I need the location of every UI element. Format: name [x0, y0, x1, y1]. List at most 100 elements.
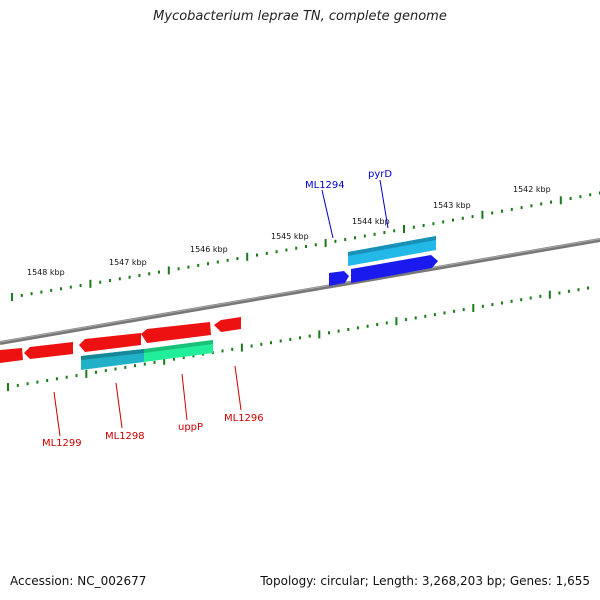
page-title: Mycobacterium leprae TN, complete genome — [153, 9, 447, 24]
ruler-minor-tick — [354, 236, 356, 240]
ruler-minor-tick — [109, 279, 111, 282]
ruler-minor-tick — [432, 222, 435, 226]
genome-info-text: Topology: circular; Length: 3,268,203 bp… — [260, 574, 590, 588]
ruler-minor-tick — [95, 370, 97, 374]
ruler-minor-tick — [260, 342, 263, 346]
gene-ml1294-arrow[interactable] — [329, 271, 349, 286]
ruler-minor-tick — [520, 206, 523, 210]
ruler-minor-tick — [314, 243, 317, 247]
ruler-major-tick — [403, 225, 405, 233]
ruler-minor-tick — [124, 365, 127, 369]
ruler-minor-tick — [501, 301, 503, 305]
ruler-minor-tick — [79, 284, 82, 287]
ruler-minor-tick — [550, 200, 552, 204]
gene-label-pyrd[interactable]: pyrD — [368, 169, 392, 180]
upper-ruler — [11, 191, 600, 301]
ruler-major-tick — [324, 239, 327, 247]
ruler-minor-tick — [143, 362, 146, 366]
ruler-minor-tick — [173, 357, 175, 361]
ruler-minor-tick — [285, 248, 288, 252]
ruler-minor-tick — [344, 238, 347, 241]
ruler-minor-tick — [148, 272, 151, 276]
gene-uppp-arrow[interactable] — [141, 322, 211, 343]
ruler-minor-tick — [99, 280, 102, 284]
gene-label-ml1296[interactable]: ML1296 — [224, 413, 264, 424]
ruler-minor-tick — [279, 339, 282, 343]
gene-pyrd-arrow[interactable] — [351, 255, 438, 283]
ruler-major-tick — [7, 383, 9, 391]
gene-uppp-cds-bar-shade — [144, 340, 213, 353]
ruler-minor-tick — [20, 293, 23, 297]
ruler-label-1548: 1548 kbp — [27, 268, 65, 277]
ruler-label-1546: 1546 kbp — [190, 245, 228, 254]
ruler-minor-tick — [134, 364, 136, 368]
ruler-minor-tick — [60, 287, 62, 291]
leader-pyrd — [379, 179, 389, 229]
ruler-minor-tick — [530, 204, 533, 208]
ruler-minor-tick — [114, 367, 117, 371]
ruler-major-tick — [472, 304, 475, 312]
ruler-minor-tick — [207, 262, 209, 266]
ruler-major-tick — [548, 290, 551, 299]
gene-label-ml1298[interactable]: ML1298 — [105, 431, 145, 442]
ruler-minor-tick — [275, 250, 278, 254]
ruler-major-tick — [395, 317, 398, 326]
ruler-label-1544: 1544 kbp — [352, 217, 390, 226]
ruler-minor-tick — [539, 294, 542, 298]
ruler-minor-tick — [481, 304, 484, 308]
leader-ml1296 — [234, 365, 242, 411]
ruler-minor-tick — [16, 383, 19, 387]
gene-label-uppp[interactable]: uppP — [178, 422, 203, 433]
ruler-minor-tick — [328, 331, 330, 335]
gene-ml1298-arrow[interactable] — [79, 333, 141, 352]
ruler-minor-tick — [412, 225, 415, 229]
ruler-major-tick — [240, 343, 243, 352]
ruler-minor-tick — [192, 354, 195, 358]
ruler-minor-tick — [376, 323, 379, 326]
chromosome-backbone — [0, 238, 600, 345]
gene-ml1296-arrow[interactable] — [214, 317, 241, 332]
ruler-minor-tick — [393, 229, 396, 233]
ruler-minor-tick — [383, 231, 386, 234]
ruler-minor-tick — [177, 267, 180, 271]
leader-ml1298 — [115, 382, 123, 429]
leader-ml1299 — [53, 391, 61, 437]
ruler-minor-tick — [65, 375, 68, 379]
ruler-minor-tick — [424, 314, 427, 318]
ruler-minor-tick — [289, 337, 292, 341]
ruler-major-tick — [559, 196, 562, 205]
gene-label-ml1294[interactable]: ML1294 — [305, 180, 345, 191]
chromosome-backbone-highlight — [0, 238, 600, 343]
ruler-minor-tick — [158, 270, 160, 274]
ruler-minor-tick — [433, 313, 436, 317]
ruler-minor-tick — [491, 211, 494, 215]
ruler-minor-tick — [236, 257, 239, 261]
ruler-minor-tick — [540, 202, 543, 206]
ruler-minor-tick — [138, 274, 141, 277]
ruler-minor-tick — [153, 360, 156, 364]
leader-uppp — [181, 373, 188, 421]
ruler-minor-tick — [510, 299, 513, 303]
accession-text: Accession: NC_002677 — [10, 574, 147, 588]
ruler-minor-tick — [558, 291, 561, 295]
gene-left-edge-arrow[interactable] — [0, 348, 23, 363]
ruler-minor-tick — [295, 246, 298, 250]
ruler-minor-tick — [187, 265, 190, 269]
ruler-label-1547: 1547 kbp — [109, 258, 147, 267]
ruler-minor-tick — [40, 290, 43, 294]
ruler-minor-tick — [579, 195, 582, 199]
ruler-minor-tick — [118, 277, 121, 281]
ruler-minor-tick — [46, 379, 49, 382]
ruler-minor-tick — [587, 286, 589, 290]
ruler-minor-tick — [30, 292, 33, 296]
gene-ml1299-arrow[interactable] — [24, 342, 73, 359]
ruler-minor-tick — [501, 209, 503, 213]
gene-label-ml1299[interactable]: ML1299 — [42, 438, 82, 449]
ruler-minor-tick — [226, 258, 229, 262]
ruler-major-tick — [481, 210, 484, 219]
ruler-minor-tick — [452, 218, 454, 222]
gene-ml1298-cds-bar-shade — [81, 349, 144, 360]
ruler-minor-tick — [442, 220, 445, 224]
ruler-minor-tick — [182, 356, 185, 359]
